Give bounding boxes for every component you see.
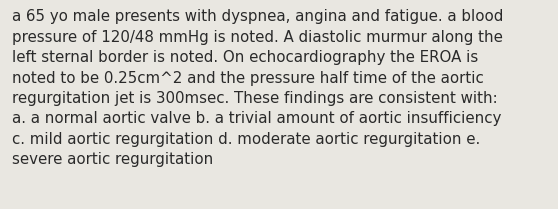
Text: a 65 yo male presents with dyspnea, angina and fatigue. a blood
pressure of 120/: a 65 yo male presents with dyspnea, angi… [12,9,504,167]
